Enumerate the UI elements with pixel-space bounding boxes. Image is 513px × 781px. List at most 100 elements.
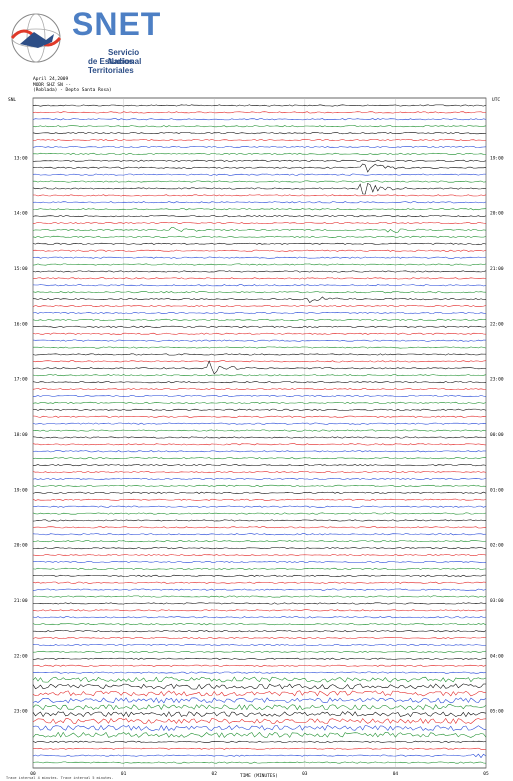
trace-line <box>32 554 487 557</box>
trace-line <box>32 676 487 683</box>
trace-line <box>32 408 487 411</box>
hour-label-right: 01:00 <box>490 487 504 493</box>
trace-line <box>32 291 487 294</box>
header-date: April 24,2009 <box>33 77 69 82</box>
trace-line <box>32 360 486 375</box>
hour-label-left: 21:00 <box>14 598 28 604</box>
hour-label-left: 22:00 <box>14 653 28 659</box>
hour-label-right: 03:00 <box>490 598 504 604</box>
snet-logo: SNET Servicio Nacional de Estudios Terri… <box>8 6 168 75</box>
trace-line <box>32 498 487 501</box>
trace-line <box>32 484 487 487</box>
header-station: MODR SHZ SN -- <box>33 82 71 88</box>
trace-line <box>32 415 487 418</box>
trace-line <box>32 718 487 724</box>
trace-line <box>32 697 487 704</box>
trace-line <box>32 222 487 224</box>
trace-line <box>32 683 486 690</box>
trace-line <box>32 159 487 162</box>
trace-line <box>32 711 487 718</box>
right-axis-label: UTC <box>492 98 501 103</box>
trace-line <box>32 609 487 612</box>
hour-label-left: 15:00 <box>14 266 28 272</box>
x-tick-label: 02 <box>211 771 217 777</box>
trace-line <box>32 574 486 577</box>
trace-line <box>32 533 487 536</box>
trace-line <box>32 731 487 738</box>
trace-line <box>32 305 487 307</box>
trace-line <box>33 152 487 155</box>
trace-line <box>32 201 487 204</box>
brand-subtitle-1: Servicio Nacional <box>108 48 142 66</box>
trace-line <box>33 346 487 349</box>
trace-line <box>33 139 487 142</box>
trace-line <box>32 436 487 439</box>
trace-line <box>32 429 487 432</box>
trace-line <box>32 747 487 750</box>
trace-line <box>32 457 487 460</box>
trace-line <box>32 318 487 321</box>
trace-line <box>32 284 487 287</box>
hour-label-left: 13:00 <box>14 155 28 161</box>
hour-label-right: 00:00 <box>490 432 504 438</box>
hour-label-left: 18:00 <box>14 432 28 438</box>
trace-line <box>32 296 487 304</box>
trace-line <box>32 443 487 446</box>
trace-line <box>32 471 487 474</box>
hour-label-left: 16:00 <box>14 321 28 327</box>
trace-line <box>32 650 487 653</box>
trace-line <box>32 249 487 252</box>
trace-line <box>32 422 487 425</box>
trace-line <box>32 478 487 480</box>
trace-line <box>32 208 487 211</box>
header-location: (Roblada) - Depto Santa Rosa) <box>33 88 112 93</box>
trace-line <box>32 519 487 522</box>
trace-line <box>32 704 487 711</box>
x-tick-label: 05 <box>483 771 489 777</box>
trace-line <box>32 540 487 543</box>
trace-line <box>32 325 487 328</box>
x-tick-label: 03 <box>302 771 308 777</box>
trace-line <box>32 242 487 245</box>
trace-line <box>33 395 487 397</box>
trace-line <box>32 690 487 697</box>
hour-label-left: 17:00 <box>14 377 28 383</box>
trace-line <box>33 464 487 467</box>
trace-line <box>32 111 486 114</box>
globe-icon <box>10 13 62 63</box>
footer-note: Trace interval 4 minutes. Trace interval… <box>6 776 114 780</box>
trace-line <box>32 145 487 148</box>
trace-line <box>32 664 487 667</box>
trace-line <box>32 125 487 128</box>
trace-line <box>32 657 487 660</box>
trace-line <box>32 491 487 494</box>
brand-subtitle-2: de Estudios Territoriales <box>88 57 134 75</box>
hour-label-right: 05:00 <box>490 709 504 715</box>
plot-header: April 24,2009 MODR SHZ SN -- (Roblada) -… <box>33 77 112 94</box>
trace-line <box>32 450 487 453</box>
trace-line <box>32 388 487 391</box>
brand-name: SNET <box>72 6 162 42</box>
trace-line <box>33 180 487 183</box>
trace-line <box>32 567 487 570</box>
trace-line <box>32 339 487 342</box>
trace-line <box>32 740 487 743</box>
trace-line <box>32 163 487 173</box>
trace-line <box>32 263 487 266</box>
trace-line <box>32 132 487 135</box>
trace-line <box>32 588 487 591</box>
x-axis-label: TIME (MINUTES) <box>240 774 278 779</box>
hour-label-right: 23:00 <box>490 377 504 383</box>
hour-label-left: 20:00 <box>14 543 28 549</box>
trace-line <box>32 547 487 550</box>
trace-line <box>32 630 487 633</box>
trace-line <box>32 173 486 176</box>
trace-line <box>32 374 487 377</box>
trace-line <box>32 227 487 233</box>
hour-label-left: 23:00 <box>14 709 28 715</box>
trace-line <box>32 581 487 584</box>
left-axis-label: SNL <box>8 98 17 103</box>
trace-line <box>32 724 487 731</box>
hour-label-right: 20:00 <box>490 211 504 217</box>
hour-label-right: 02:00 <box>490 543 504 549</box>
